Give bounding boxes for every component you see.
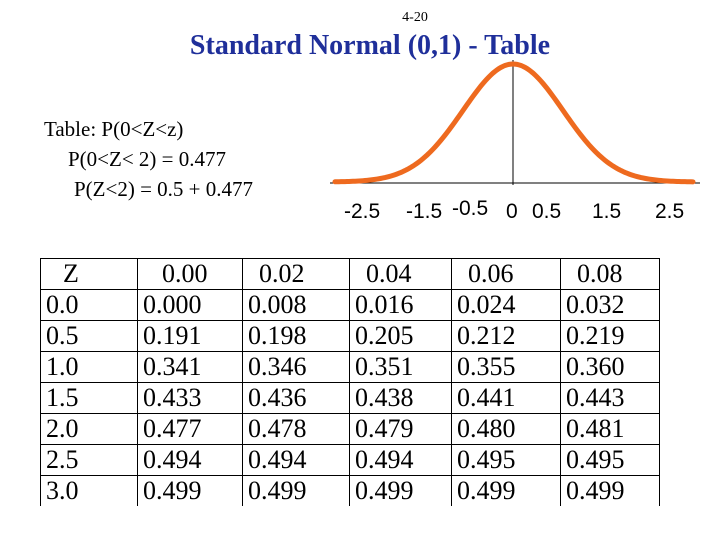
table-cell: 0.5 <box>40 320 138 352</box>
table-cell: 0.478 <box>242 413 350 445</box>
header-cell: 0.04 <box>349 258 452 290</box>
tick-label-0-5: 0.5 <box>532 200 562 223</box>
table-cell: 1.5 <box>40 382 138 414</box>
table-header-row: Z 0.00 0.02 0.04 0.06 0.08 <box>40 258 660 290</box>
table-cell: 2.5 <box>40 444 138 476</box>
z-table: Z 0.00 0.02 0.04 0.06 0.08 0.0 0.000 0.0… <box>40 258 660 506</box>
bell-curve <box>332 61 696 185</box>
table-row: 1.5 0.433 0.436 0.438 0.441 0.443 <box>40 382 660 414</box>
table-cell: 0.0 <box>40 289 138 321</box>
table-cell: 0.438 <box>349 382 452 414</box>
table-cell: 0.212 <box>451 320 561 352</box>
header-cell: Z <box>40 258 138 290</box>
table-cell: 0.433 <box>137 382 243 414</box>
table-cell: 0.219 <box>560 320 660 352</box>
tick-label-neg-2-5: -2.5 <box>344 200 381 223</box>
table-cell: 0.495 <box>451 444 561 476</box>
tick-label-neg-0-5: -0.5 <box>452 197 489 220</box>
table-cell: 0.477 <box>137 413 243 445</box>
table-cell: 0.355 <box>451 351 561 383</box>
header-cell: 0.08 <box>560 258 660 290</box>
table-cell: 0.000 <box>137 289 243 321</box>
table-cell: 0.481 <box>560 413 660 445</box>
table-cell: 0.441 <box>451 382 561 414</box>
text-line-probability: P(0<Z< 2) = 0.477 <box>68 147 227 171</box>
text-block: Table: P(0<Z<z) P(0<Z< 2) = 0.477 P(Z<2)… <box>44 114 253 204</box>
table-cell: 0.499 <box>137 475 243 506</box>
tick-label-2-5: 2.5 <box>655 200 685 223</box>
table-cell: 0.480 <box>451 413 561 445</box>
table-cell: 0.032 <box>560 289 660 321</box>
table-cell: 1.0 <box>40 351 138 383</box>
table-cell: 0.008 <box>242 289 350 321</box>
text-line-table: Table: P(0<Z<z) <box>44 117 184 141</box>
x-axis-tick-labels: -2.5 -1.5 -0.5 0 0.5 1.5 2.5 <box>330 197 700 240</box>
table-cell: 3.0 <box>40 475 138 506</box>
text-line-cumulative: P(Z<2) = 0.5 + 0.477 <box>74 177 254 201</box>
table-cell: 0.346 <box>242 351 350 383</box>
header-cell: 0.00 <box>137 258 243 290</box>
table-row: 2.0 0.477 0.478 0.479 0.480 0.481 <box>40 413 660 445</box>
table-cell: 0.198 <box>242 320 350 352</box>
table-cell: 0.499 <box>560 475 660 506</box>
table-cell: 0.351 <box>349 351 452 383</box>
table-cell: 2.0 <box>40 413 138 445</box>
tick-label-neg-1-5: -1.5 <box>406 200 443 223</box>
table-cell: 0.499 <box>451 475 561 506</box>
table-cell: 0.494 <box>137 444 243 476</box>
table-cell: 0.495 <box>560 444 660 476</box>
table-cell: 0.494 <box>349 444 452 476</box>
table-row: 0.5 0.191 0.198 0.205 0.212 0.219 <box>40 320 660 352</box>
table-cell: 0.016 <box>349 289 452 321</box>
slide-title: Standard Normal (0,1) - Table <box>189 30 551 61</box>
tick-label-zero: 0 <box>506 200 518 223</box>
table-cell: 0.205 <box>349 320 452 352</box>
slide-number: 4-20 <box>402 10 428 25</box>
table-cell: 0.341 <box>137 351 243 383</box>
table-cell: 0.499 <box>349 475 452 506</box>
table-cell: 0.499 <box>242 475 350 506</box>
table-cell: 0.191 <box>137 320 243 352</box>
table-cell: 0.024 <box>451 289 561 321</box>
table-row: 0.0 0.000 0.008 0.016 0.024 0.032 <box>40 289 660 321</box>
table-cell: 0.494 <box>242 444 350 476</box>
table-row: 3.0 0.499 0.499 0.499 0.499 0.499 <box>40 475 660 506</box>
table-row: 1.0 0.341 0.346 0.351 0.355 0.360 <box>40 351 660 383</box>
table-row: 2.5 0.494 0.494 0.494 0.495 0.495 <box>40 444 660 476</box>
header-cell: 0.02 <box>242 258 350 290</box>
table-cell: 0.479 <box>349 413 452 445</box>
table-cell: 0.436 <box>242 382 350 414</box>
table-cell: 0.360 <box>560 351 660 383</box>
normal-curve-graphic <box>330 60 700 185</box>
tick-label-1-5: 1.5 <box>592 200 622 223</box>
header-cell: 0.06 <box>451 258 561 290</box>
table-cell: 0.443 <box>560 382 660 414</box>
